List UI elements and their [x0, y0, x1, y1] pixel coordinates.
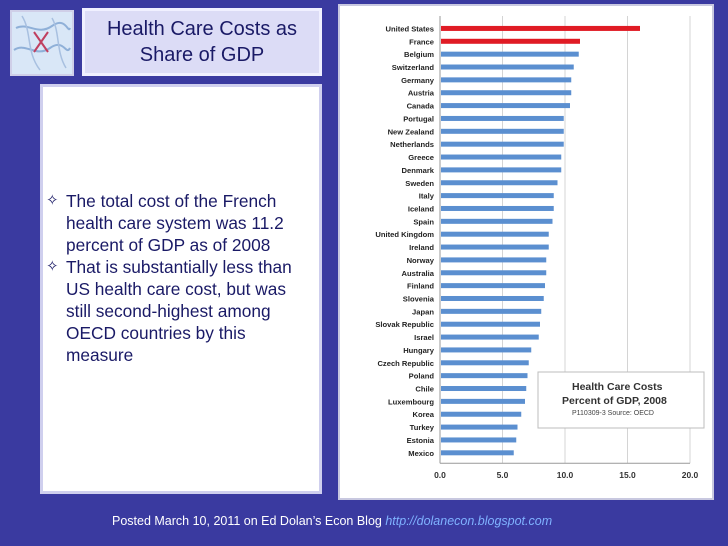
- chart-panel: 0.0 5.0 10.0 15.0 20.0 United States France Bel…: [338, 4, 714, 500]
- bullet-item: ✧ That is substantially less than US hea…: [44, 256, 314, 366]
- bar: [441, 51, 579, 57]
- title-line-1: Health Care Costs as: [106, 18, 298, 40]
- bar: [441, 154, 562, 160]
- bullet-text: That is substantially less than US healt…: [66, 257, 292, 365]
- x-tick-label: 20.0: [682, 470, 699, 480]
- category-label: Israel: [414, 333, 434, 342]
- bar: [441, 64, 574, 70]
- bar: [441, 411, 522, 417]
- category-label: United Kingdom: [375, 230, 434, 239]
- x-tick-label: 5.0: [497, 470, 509, 480]
- category-label: Australia: [402, 269, 435, 278]
- bullet-item: ✧ The total cost of the French health ca…: [44, 190, 314, 256]
- bar: [441, 231, 549, 237]
- logo-image: [10, 10, 74, 76]
- category-label: Netherlands: [390, 140, 434, 149]
- category-label: Ireland: [409, 243, 434, 252]
- category-label: Germany: [401, 76, 435, 85]
- category-label: New Zealand: [388, 127, 435, 136]
- title-line-2: Share of GDP: [139, 44, 265, 66]
- category-label: Slovak Republic: [375, 320, 434, 329]
- bar: [441, 77, 572, 83]
- bar: [441, 295, 544, 301]
- category-label: Korea: [412, 410, 434, 419]
- bar: [441, 38, 580, 44]
- bar: [441, 321, 540, 327]
- bar: [441, 334, 539, 340]
- x-tick-label: 10.0: [557, 470, 574, 480]
- category-label: Turkey: [410, 423, 435, 432]
- diamond-outline-icon: ✧: [46, 192, 59, 209]
- category-label: Sweden: [405, 179, 434, 188]
- footer: Posted March 10, 2011 on Ed Dolan’s Econ…: [112, 514, 552, 528]
- bar: [441, 141, 564, 147]
- text-panel: [40, 84, 322, 494]
- bar: [441, 218, 553, 224]
- category-label: Canada: [407, 102, 435, 111]
- category-label: Czech Republic: [377, 359, 434, 368]
- category-label: Japan: [412, 307, 434, 316]
- decorative-map-icon: [12, 12, 72, 74]
- footer-link[interactable]: http://dolanecon.blogspot.com: [385, 514, 553, 528]
- category-label: Austria: [408, 89, 435, 98]
- bullet-text: The total cost of the French health care…: [66, 191, 284, 255]
- chart-subtitle: Percent of GDP, 2008: [562, 395, 667, 407]
- bar: [441, 450, 514, 456]
- category-label: Finland: [407, 282, 434, 291]
- bar: [441, 386, 527, 392]
- category-label: Luxembourg: [388, 397, 434, 406]
- bar: [441, 90, 572, 96]
- bullet-list: ✧ The total cost of the French health ca…: [44, 190, 314, 366]
- bar: [441, 360, 529, 366]
- bar: [441, 398, 525, 404]
- category-label: Norway: [407, 256, 435, 265]
- category-label: Chile: [415, 385, 434, 394]
- category-label: Mexico: [408, 449, 434, 458]
- bar: [441, 347, 532, 353]
- bar: [441, 437, 517, 443]
- chart-title-box: [537, 371, 705, 429]
- bar: [441, 128, 564, 134]
- bar: [441, 308, 542, 314]
- bar: [441, 25, 640, 31]
- category-label: Slovenia: [403, 294, 435, 303]
- slide-title: Health Care Costs as Share of GDP: [82, 8, 322, 76]
- x-tick-label: 15.0: [619, 470, 636, 480]
- bar: [441, 180, 558, 186]
- bar: [441, 270, 547, 276]
- category-label: Greece: [408, 153, 434, 162]
- category-label: France: [409, 37, 434, 46]
- bar-chart: 0.0 5.0 10.0 15.0 20.0 United States France Bel…: [375, 16, 705, 480]
- category-label: Estonia: [407, 436, 435, 445]
- chart-title: Health Care Costs: [572, 381, 663, 393]
- bar: [441, 257, 547, 263]
- bar: [441, 103, 570, 109]
- bar: [441, 115, 564, 121]
- category-label: United States: [385, 24, 434, 33]
- diamond-outline-icon: ✧: [46, 258, 59, 275]
- bar: [441, 193, 554, 199]
- bar: [441, 205, 554, 211]
- category-label: Denmark: [402, 166, 435, 175]
- category-label: Portugal: [403, 114, 434, 123]
- x-tick-label: 0.0: [434, 470, 446, 480]
- category-label: Switzerland: [392, 63, 435, 72]
- bar: [441, 244, 549, 250]
- category-label: Spain: [413, 217, 434, 226]
- category-label: Hungary: [403, 346, 435, 355]
- bar: [441, 373, 528, 379]
- category-label: Italy: [419, 192, 435, 201]
- bar: [441, 167, 562, 173]
- category-label: Poland: [409, 372, 435, 381]
- category-label: Belgium: [404, 50, 434, 59]
- bar: [441, 424, 518, 430]
- footer-text: Posted March 10, 2011 on Ed Dolan’s Econ…: [112, 514, 382, 528]
- category-label: Iceland: [408, 204, 435, 213]
- chart-source: P110309-3 Source: OECD: [572, 410, 654, 417]
- bar: [441, 283, 545, 289]
